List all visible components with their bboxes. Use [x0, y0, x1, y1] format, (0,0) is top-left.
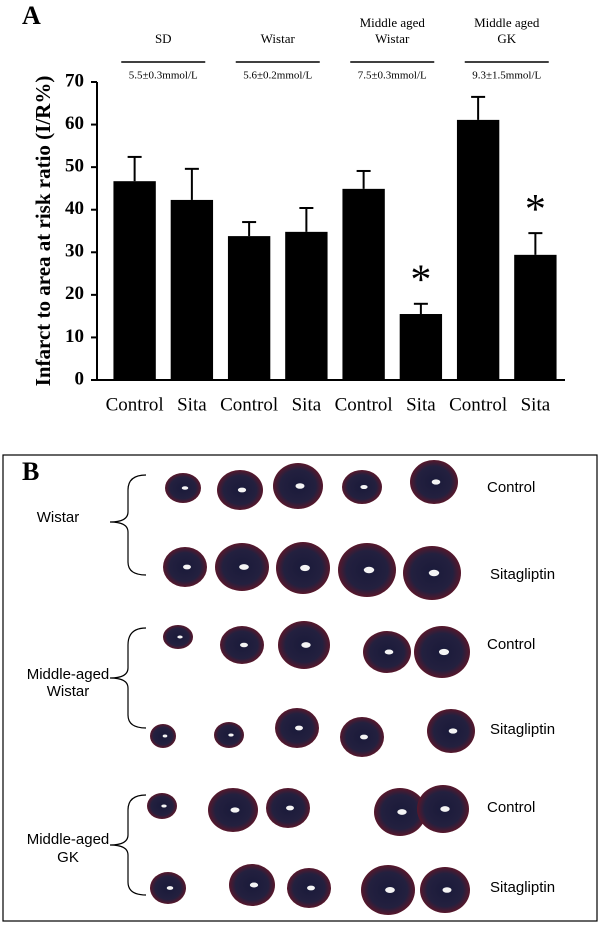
- x-tick-label: Control: [335, 394, 393, 415]
- bracket: [109, 627, 147, 729]
- group-label: Wistar: [261, 31, 296, 46]
- row-label: Sitagliptin: [490, 566, 555, 583]
- heart-lumen: [300, 564, 310, 572]
- group-label: SD: [155, 31, 172, 46]
- row-label: Control: [487, 636, 535, 653]
- heart-lumen: [295, 483, 305, 489]
- row-label: Control: [487, 479, 535, 496]
- heart-lumen: [440, 806, 450, 812]
- heart-lumen: [230, 807, 240, 813]
- heart-lumen: [181, 486, 189, 490]
- panel-label: B: [22, 457, 39, 486]
- x-tick-label: Control: [106, 394, 164, 415]
- group-label: Middle-aged: [27, 831, 110, 848]
- bar: [113, 181, 156, 380]
- y-tick-label: 20: [65, 283, 84, 304]
- heart-lumen: [363, 566, 375, 574]
- heart-lumen: [301, 642, 311, 648]
- heart-lumen: [385, 887, 395, 893]
- heart-lumen: [239, 564, 249, 570]
- x-tick-label: Sita: [292, 394, 322, 415]
- row-label: Sitagliptin: [490, 721, 555, 738]
- heart-lumen: [397, 809, 407, 815]
- heart-lumen: [360, 484, 368, 490]
- heart-lumen: [240, 642, 248, 648]
- heart-lumen: [166, 886, 174, 890]
- bar: [285, 231, 328, 380]
- heart-lumen: [384, 649, 394, 655]
- x-tick-label: Sita: [177, 394, 207, 415]
- heart-lumen: [249, 882, 259, 888]
- heart-lumen: [228, 733, 234, 737]
- bar: [227, 236, 271, 380]
- bar: [456, 119, 500, 380]
- bracket: [109, 474, 147, 576]
- heart-lumen: [183, 564, 191, 570]
- heart-lumen: [360, 734, 368, 740]
- y-tick-label: 10: [65, 326, 84, 347]
- glucose-label: 5.5±0.3mmol/L: [129, 70, 198, 82]
- heart-lumen: [286, 805, 294, 811]
- heart-lumen: [237, 487, 247, 493]
- row-label: Control: [487, 799, 535, 816]
- bar: [514, 254, 557, 380]
- bar: [170, 199, 214, 380]
- heart-lumen: [442, 887, 452, 893]
- heart-lumen: [162, 734, 168, 738]
- y-tick-label: 40: [65, 198, 84, 219]
- heart-lumen: [307, 885, 315, 891]
- y-tick-label: 0: [75, 368, 85, 389]
- heart-lumen: [448, 728, 458, 734]
- group-label: Middle-aged: [27, 666, 110, 683]
- group-label: Wistar: [47, 683, 90, 700]
- group-label: Wistar: [37, 509, 80, 526]
- heart-lumen: [161, 804, 167, 808]
- panel-b-frame: [2, 454, 598, 922]
- significance-marker: *: [525, 187, 546, 233]
- group-label: Middle aged: [474, 15, 540, 30]
- row-label: Sitagliptin: [490, 879, 555, 896]
- heart-lumen: [428, 569, 440, 577]
- panel-label: A: [22, 1, 41, 30]
- group-label: Middle aged: [360, 15, 426, 30]
- x-tick-label: Sita: [406, 394, 436, 415]
- group-label: GK: [57, 849, 79, 866]
- heart-lumen: [295, 725, 303, 731]
- glucose-label: 9.3±1.5mmol/L: [472, 70, 541, 82]
- y-tick-label: 30: [65, 241, 84, 262]
- brackets: [109, 474, 147, 896]
- bracket: [109, 794, 147, 896]
- y-axis-label: Infarct to area at risk ratio (I/R%): [31, 76, 55, 387]
- group-label: GK: [497, 31, 516, 46]
- heart-lumen: [431, 479, 441, 485]
- bar: [399, 314, 443, 380]
- glucose-label: 5.6±0.2mmol/L: [243, 70, 312, 82]
- x-tick-label: Sita: [521, 394, 551, 415]
- bar: [342, 188, 385, 380]
- group-label: Wistar: [375, 31, 410, 46]
- y-tick-label: 70: [65, 70, 84, 91]
- y-tick-label: 60: [65, 113, 84, 134]
- x-tick-label: Control: [449, 394, 507, 415]
- glucose-label: 7.5±0.3mmol/L: [358, 70, 427, 82]
- heart-lumen: [438, 648, 450, 656]
- significance-marker: *: [410, 257, 431, 303]
- heart-lumen: [177, 635, 183, 639]
- y-tick-label: 50: [65, 156, 84, 177]
- x-tick-label: Control: [220, 394, 278, 415]
